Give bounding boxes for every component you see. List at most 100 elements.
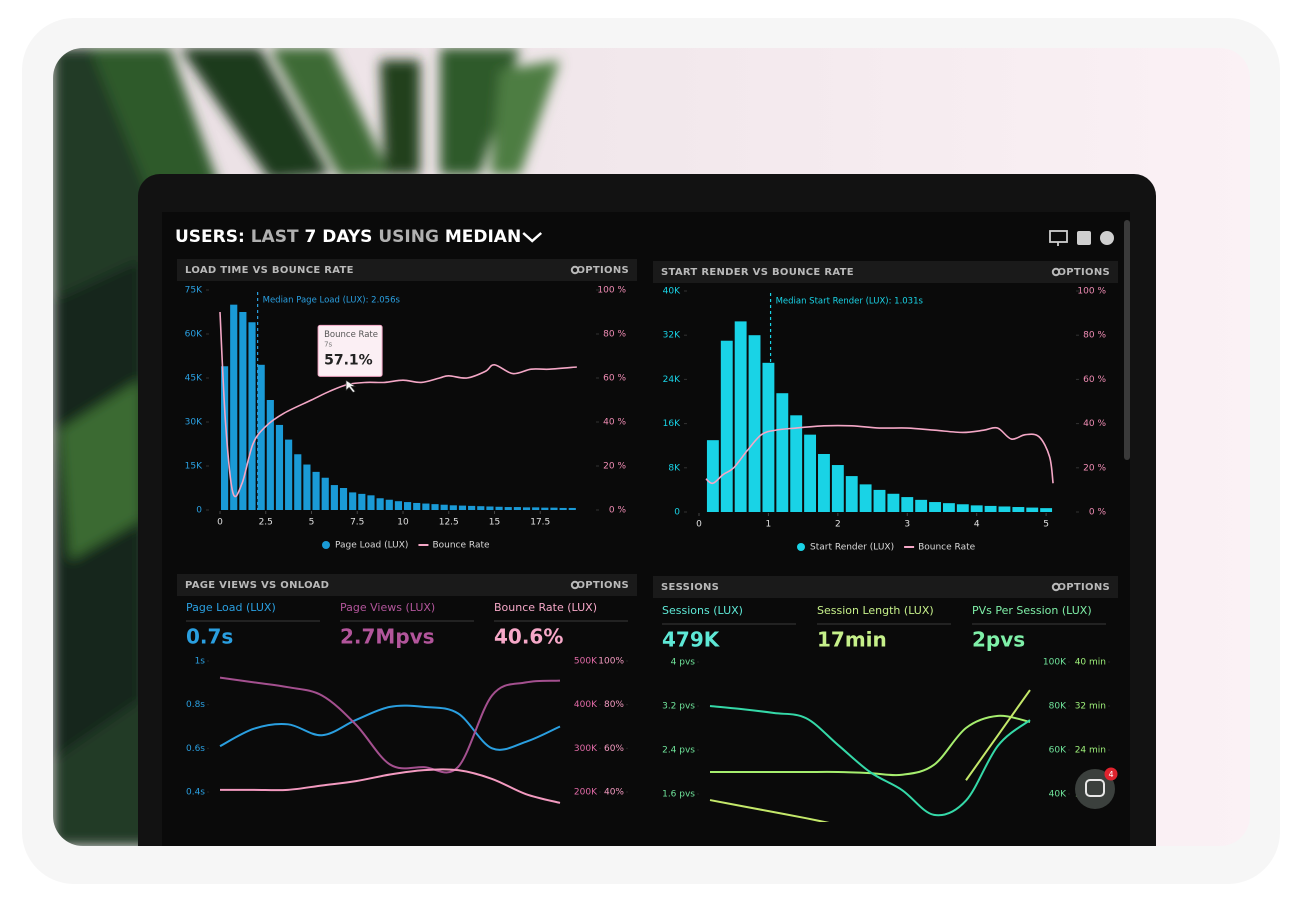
histogram-bar (956, 504, 969, 512)
title-part: USING (378, 227, 439, 247)
y2-tick-label: 100 % (597, 286, 626, 296)
histogram-bar (312, 471, 320, 510)
x-tick-label: 0 (696, 520, 702, 530)
histogram-bar (440, 504, 448, 510)
options-button[interactable]: OPTIONS (576, 265, 629, 276)
tooltip-title: Bounce Rate (324, 330, 378, 340)
histogram-bar (266, 400, 274, 510)
panel-header (653, 261, 1118, 283)
y-tick-label: 16K (663, 419, 681, 429)
y2-tick-label: 80 % (1083, 331, 1106, 341)
histogram-bar (734, 321, 747, 512)
y2-tick-label: 80 % (603, 330, 626, 340)
kpi-value: 40.6% (494, 625, 563, 649)
kpi-value: 479K (662, 628, 721, 652)
histogram-bar (349, 492, 357, 510)
y2-tick-label: 300K (574, 744, 598, 754)
histogram-bar (413, 502, 421, 510)
y-tick-label: 3.2 pvs (662, 702, 695, 712)
panel-title: PAGE VIEWS VS ONLOAD (185, 580, 329, 591)
x-tick-label: 1 (766, 520, 772, 530)
options-button[interactable]: OPTIONS (576, 580, 629, 591)
kpi-value: 0.7s (186, 625, 233, 649)
share-icon[interactable] (1077, 231, 1091, 245)
y-tick-label: 15K (185, 462, 203, 472)
kpi-label: PVs Per Session (LUX) (972, 604, 1092, 617)
y-tick-label: 0.4s (186, 788, 205, 798)
histogram-bar (559, 507, 567, 510)
y2-tick-label: 60 % (1083, 375, 1106, 385)
x-tick-label: 17.5 (530, 518, 550, 528)
histogram-bar (477, 506, 485, 510)
histogram-bar (230, 304, 238, 510)
tooltip-value: 57.1% (324, 352, 373, 368)
legend-label[interactable]: Bounce Rate (918, 543, 976, 553)
histogram-bar (385, 499, 393, 510)
histogram-bar (522, 507, 531, 510)
title-part: LAST (251, 227, 299, 247)
x-tick-label: 5 (309, 518, 315, 528)
chat-badge-count: 4 (1108, 770, 1113, 779)
bounce-rate-line (705, 424, 1054, 485)
histogram-bar (845, 476, 858, 512)
y3-tick-label: 24 min (1075, 746, 1106, 756)
histogram-bar (550, 507, 558, 510)
help-icon[interactable] (1100, 231, 1114, 245)
kpi-label: Session Length (LUX) (817, 604, 934, 617)
legend-label[interactable]: Start Render (LUX) (810, 543, 894, 553)
x-tick-label: 15 (489, 518, 500, 528)
chat-badge (1104, 767, 1118, 781)
y2-tick-label: 40 % (1083, 419, 1106, 429)
x-tick-label: 3 (904, 520, 910, 530)
histogram-bar (568, 507, 576, 510)
dashboard: USERS: LAST 7 DAYS USING MEDIAN LOAD TIM… (175, 227, 1118, 822)
chat-icon (1085, 779, 1105, 797)
chat-button[interactable] (1075, 769, 1115, 809)
legend-label[interactable]: Bounce Rate (432, 541, 490, 551)
x-tick-label: 4 (974, 520, 980, 530)
y-tick-label: 0.8s (186, 700, 205, 710)
y-tick-label: 32K (663, 331, 681, 341)
kpi-value: 2pvs (972, 628, 1025, 652)
y2-tick-label: 60 % (603, 374, 626, 384)
histogram-bar (358, 493, 366, 510)
y2-tick-label: 60K (1049, 746, 1067, 756)
plant-leaves (53, 48, 560, 846)
histogram-bar (376, 498, 384, 510)
legend-swatch (322, 541, 330, 549)
histogram-bar (513, 507, 521, 510)
histogram-bar (984, 505, 997, 512)
x-tick-label: 0 (217, 518, 223, 528)
options-button[interactable]: OPTIONS (1057, 582, 1110, 593)
y3-tick-label: 100% (598, 657, 624, 667)
options-button[interactable]: OPTIONS (1057, 267, 1110, 278)
y-tick-label: 30K (185, 418, 203, 428)
chat-widget[interactable]: 4 (1075, 767, 1118, 810)
kpi-value: 17min (817, 628, 887, 652)
y3-tick-label: 60% (604, 744, 624, 754)
y3-tick-label: 32 min (1075, 702, 1106, 712)
y-tick-label: 45K (185, 374, 203, 384)
histogram-bar (532, 507, 540, 510)
y2-tick-label: 0 % (1089, 508, 1107, 518)
scrollbar (1124, 220, 1130, 460)
kpi-value: 2.7Mpvs (340, 625, 435, 649)
histogram-bar (367, 495, 375, 510)
tooltip-x: 7s (324, 340, 332, 348)
y-tick-label: 24K (663, 375, 681, 385)
legend-label[interactable]: Page Load (LUX) (335, 541, 408, 551)
histogram-bar (748, 335, 761, 512)
histogram-bar (998, 506, 1011, 512)
histogram-bar (330, 485, 338, 510)
y-tick-label: 0.6s (186, 744, 205, 754)
histogram-bar (818, 453, 830, 512)
histogram-bar (706, 440, 719, 512)
median-label: Median Page Load (LUX): 2.056s (263, 296, 401, 306)
histogram-bar (541, 507, 549, 510)
histogram-bar (495, 506, 503, 510)
x-tick-label: 2 (835, 520, 841, 530)
histogram-bar (831, 465, 844, 512)
dropdown-chevron[interactable] (522, 232, 543, 243)
x-tick-label: 5 (1043, 520, 1049, 530)
